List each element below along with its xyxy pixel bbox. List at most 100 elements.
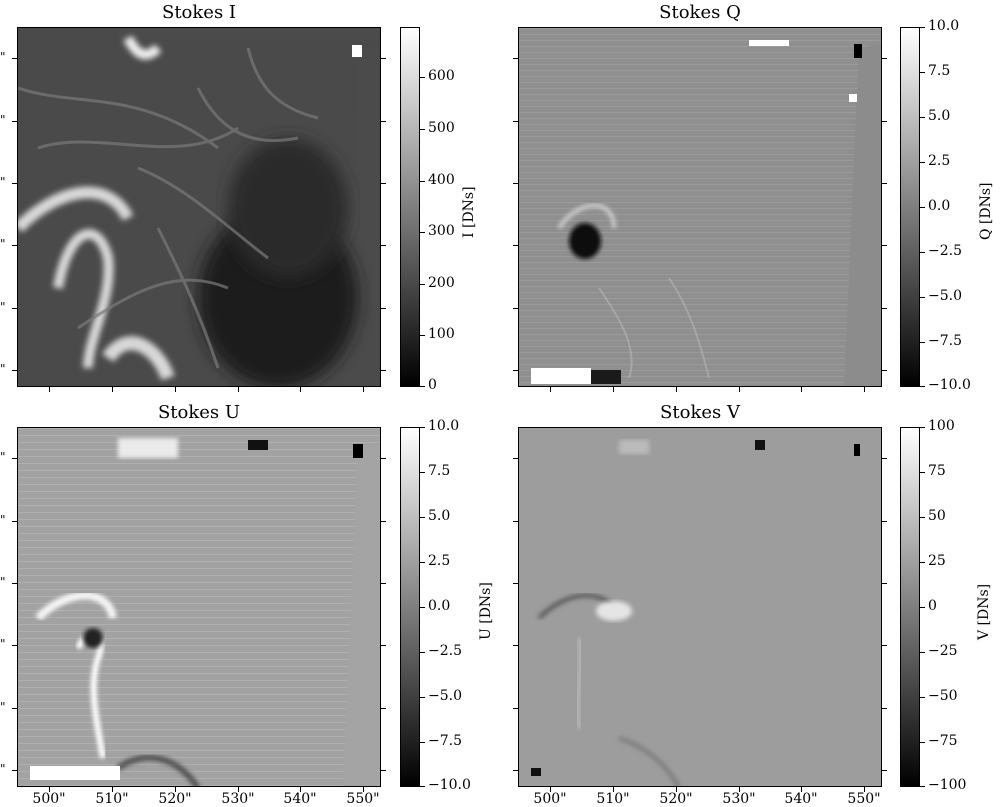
colorbar-stokes-u [400,427,420,787]
ytick [513,370,518,371]
stokes-q-image [518,27,882,387]
stokes-u-image [17,427,381,787]
colorbar-tick-label: 10.0 [928,18,960,34]
colorbar-tick [920,27,925,28]
colorbar-tick-label: 400 [428,172,455,188]
colorbar-tick [920,162,925,163]
xtick [112,787,113,792]
x-tick-label: 550" [847,791,881,807]
y-tick-label: " [0,637,6,651]
colorbar-tick-label: 0 [428,377,437,393]
ytick [513,770,518,771]
ytick [381,121,386,122]
colorbar-tick [420,335,425,336]
colorbar-tick [920,342,925,343]
x-tick-label: 510" [596,791,630,807]
xtick [238,387,239,392]
ytick [513,458,518,459]
colorbar-tick [420,472,425,473]
ytick [12,708,17,709]
colorbar-tick-label: 0.0 [428,598,451,614]
ytick [12,645,17,646]
y-tick-label: " [0,175,6,189]
colorbar-tick-label: 25 [928,553,946,569]
colorbar-axis-label: Q [DNs] [978,182,994,240]
xtick [550,787,551,792]
colorbar-tick [420,786,425,787]
ytick [882,308,887,309]
ytick [12,121,17,122]
ytick [882,583,887,584]
colorbar-axis-label: U [DNs] [478,582,494,640]
y-tick-label: " [0,513,6,527]
stokes-i-image [17,27,381,387]
colorbar-tick-label: −25 [928,643,958,659]
xtick [175,387,176,392]
ytick [882,645,887,646]
colorbar-tick-label: 0 [928,598,937,614]
ytick [882,521,887,522]
ytick [381,645,386,646]
xtick [801,387,802,392]
ytick [381,183,386,184]
colorbar-tick [920,652,925,653]
ytick [381,770,386,771]
ytick [882,370,887,371]
colorbar-tick [920,297,925,298]
colorbar-tick-label: 7.5 [428,463,451,479]
ytick [381,58,386,59]
ytick [513,308,518,309]
colorbar-tick [420,697,425,698]
colorbar-stokes-i [400,27,420,387]
ytick [12,521,17,522]
y-tick-label: " [0,762,6,776]
x-tick-label: 540" [784,791,818,807]
colorbar-tick-label: −7.5 [428,733,462,749]
ytick [381,245,386,246]
colorbar-tick [420,386,425,387]
ytick [882,770,887,771]
colorbar-tick [920,472,925,473]
x-tick-label: 520" [659,791,693,807]
panel-title-stokes-v: Stokes V [660,402,740,423]
x-tick-label: 510" [95,791,129,807]
ytick [381,458,386,459]
colorbar-tick [920,786,925,787]
x-tick-label: 550" [346,791,380,807]
panel-title-stokes-q: Stokes Q [659,2,741,23]
colorbar-tick [920,252,925,253]
colorbar-tick-label: −2.5 [428,643,462,659]
x-tick-label: 540" [283,791,317,807]
ytick [381,583,386,584]
ytick [882,458,887,459]
colorbar-tick-label: 300 [428,223,455,239]
colorbar-tick [920,117,925,118]
ytick [513,245,518,246]
colorbar-tick-label: 0.0 [928,198,951,214]
ytick [12,770,17,771]
ytick [513,708,518,709]
colorbar-axis-label: V [DNs] [976,583,992,640]
y-tick-label: " [0,450,6,464]
ytick [882,58,887,59]
ytick [381,708,386,709]
xtick [739,787,740,792]
colorbar-tick-label: 500 [428,120,455,136]
colorbar-tick-label: 100 [428,326,455,342]
panel-title-stokes-i: Stokes I [161,2,237,23]
xtick [300,787,301,792]
y-tick-label: " [0,300,6,314]
colorbar-tick-label: −100 [928,777,967,793]
colorbar-tick [420,129,425,130]
colorbar-tick-label: 200 [428,275,455,291]
y-tick-label: " [0,700,6,714]
colorbar-tick-label: 2.5 [428,553,451,569]
xtick [613,787,614,792]
ytick [513,645,518,646]
xtick [550,387,551,392]
xtick [363,387,364,392]
colorbar-tick [420,652,425,653]
colorbar-tick [420,77,425,78]
ytick [12,458,17,459]
ytick [513,58,518,59]
